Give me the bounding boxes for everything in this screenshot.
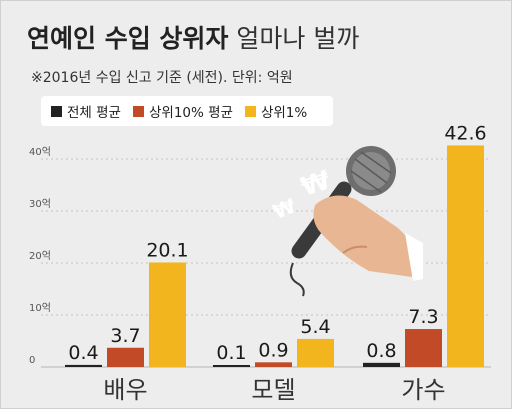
bar-layer — [65, 145, 484, 367]
value-label-layer: 0.4 3.7 20.1 0.1 0.9 5.4 0.8 7.3 42.6 — [68, 122, 486, 364]
y-tick-label: 0 — [29, 355, 35, 366]
legend-item-average: 전체 평균 — [51, 101, 121, 121]
legend: 전체 평균 상위10% 평균 상위1% — [41, 96, 333, 126]
category-label-layer: 배우 모델 가수 — [103, 376, 445, 404]
title-light: 얼마나 벌까 — [236, 24, 360, 53]
category-label: 가수 — [401, 376, 445, 404]
value-label: 5.4 — [300, 316, 330, 338]
value-label: 0.8 — [366, 340, 396, 362]
y-tick-layer: 0 10억 20억 30억 40억 — [29, 146, 51, 366]
value-label: 0.4 — [68, 342, 98, 364]
bar — [447, 145, 484, 367]
value-label: 42.6 — [444, 122, 486, 144]
value-label: 3.7 — [110, 325, 140, 347]
title-bold: 연예인 수입 상위자 — [27, 24, 229, 53]
bar — [107, 347, 144, 367]
legend-label-average: 전체 평균 — [67, 105, 121, 121]
bar — [65, 364, 102, 367]
bar — [255, 362, 292, 367]
legend-label-top1: 상위1% — [260, 105, 308, 121]
bar — [149, 262, 186, 367]
bar — [363, 362, 400, 367]
category-label: 모델 — [251, 376, 295, 404]
y-tick-label: 40억 — [29, 146, 51, 158]
bar — [405, 329, 442, 367]
currency-symbol-2: ₩ — [269, 194, 298, 225]
chart-note: ※2016년 수입 신고 기준 (세전). 단위: 억원 — [31, 70, 293, 86]
value-label: 0.1 — [216, 342, 246, 364]
y-tick-label: 10억 — [29, 302, 51, 314]
legend-item-top1: 상위1% — [244, 101, 308, 121]
chart-title: 연예인 수입 상위자 얼마나 벌까 — [27, 19, 359, 55]
legend-label-top10: 상위10% 평균 — [148, 105, 233, 121]
bar — [297, 338, 334, 367]
y-tick-label: 20억 — [29, 250, 51, 262]
bar — [213, 365, 250, 367]
value-label: 0.9 — [258, 339, 288, 361]
value-label: 7.3 — [408, 306, 438, 328]
legend-item-top10: 상위10% 평균 — [132, 101, 233, 121]
value-label: 20.1 — [146, 239, 188, 261]
y-tick-label: 30억 — [29, 198, 51, 210]
category-label: 배우 — [103, 376, 147, 404]
microphone-with-hand-icon: ₩ ₩ — [269, 146, 423, 297]
legend-swatch-top1 — [244, 105, 256, 117]
legend-swatch-average — [51, 105, 62, 117]
legend-swatch-top10 — [132, 105, 144, 117]
